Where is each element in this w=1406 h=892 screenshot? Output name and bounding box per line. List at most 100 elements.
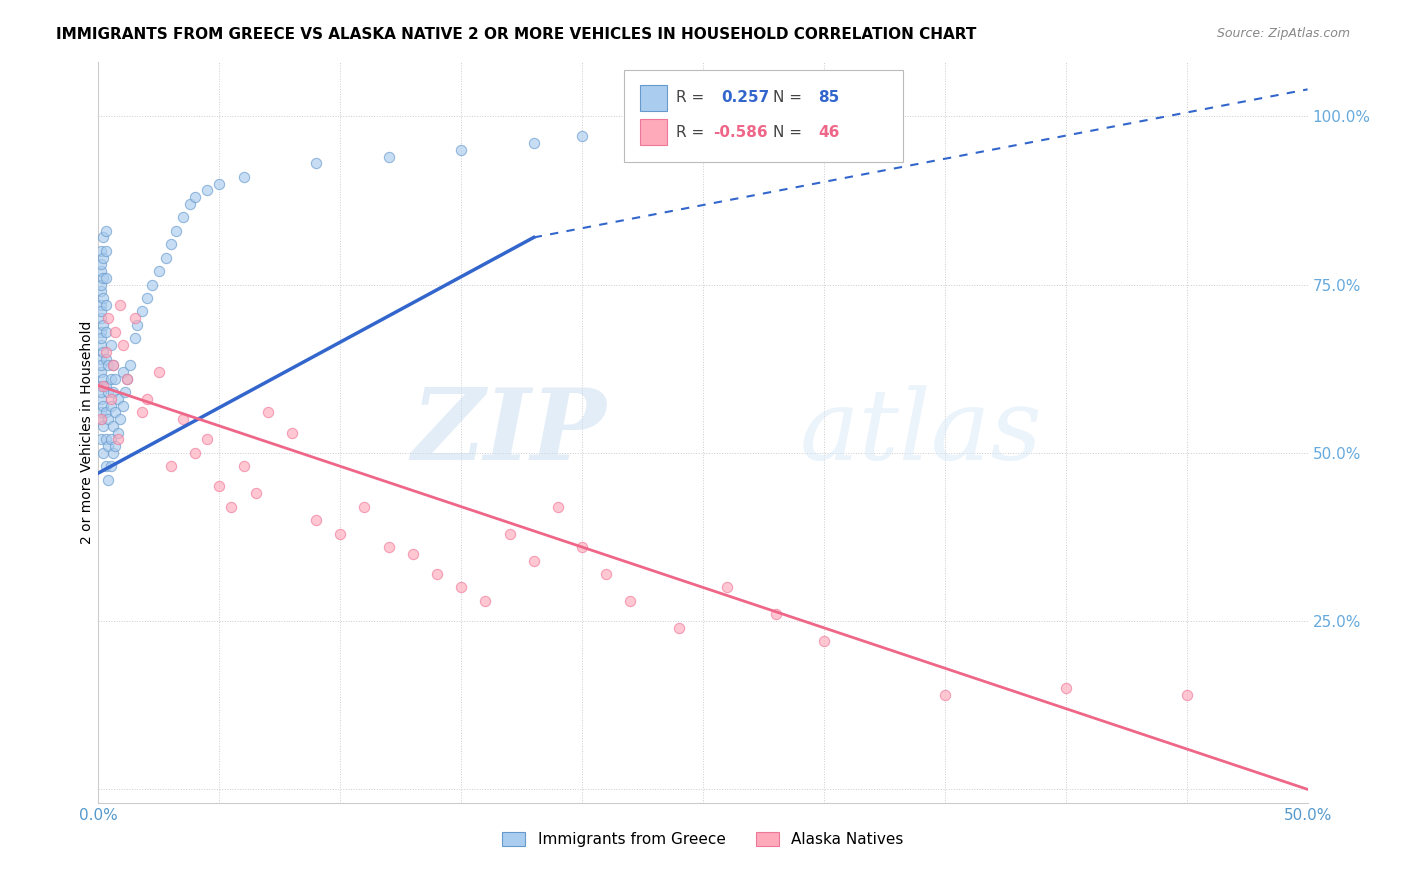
Point [94,325,117,339]
Legend: Immigrants from Greece, Alaska Natives: Immigrants from Greece, Alaska Natives [502,832,904,847]
Point [498,526,520,541]
Point [90,257,112,271]
Text: R =: R = [676,125,710,139]
Point [117,372,139,386]
Bar [640,120,666,145]
FancyBboxPatch shape [624,70,903,162]
Point [619,594,641,608]
Point [91,318,114,332]
Point [160,459,183,474]
Point [90,359,112,373]
Point [765,607,787,622]
Point [179,196,201,211]
Text: N =: N = [773,90,807,104]
Text: -0.586: -0.586 [713,125,768,139]
Point [117,372,139,386]
Point [94,351,117,366]
Point [523,553,546,567]
Point [474,594,496,608]
Point [232,169,254,184]
Point [118,359,141,373]
Point [114,385,136,400]
Point [97,311,120,326]
Point [90,412,112,426]
Point [208,177,231,191]
Point [100,459,122,474]
Point [97,412,120,426]
Point [195,433,218,447]
Point [91,251,114,265]
Point [90,412,112,426]
Point [104,439,127,453]
Point [402,547,425,561]
Point [305,513,328,527]
Point [155,251,177,265]
Text: atlas: atlas [800,385,1042,480]
Point [184,446,207,460]
Point [104,405,127,419]
Point [108,298,131,312]
Text: R =: R = [676,90,710,104]
Point [94,344,117,359]
Point [571,540,593,554]
Point [104,325,127,339]
Point [90,244,112,258]
Point [91,418,114,433]
Point [94,298,117,312]
Point [101,446,124,460]
Point [94,378,117,392]
Point [91,372,114,386]
Point [91,399,114,413]
Point [100,399,122,413]
Point [131,304,153,318]
Text: IMMIGRANTS FROM GREECE VS ALASKA NATIVE 2 OR MORE VEHICLES IN HOUSEHOLD CORRELAT: IMMIGRANTS FROM GREECE VS ALASKA NATIVE … [56,27,977,42]
Point [813,634,835,648]
Point [94,270,117,285]
Point [91,446,114,460]
Text: 46: 46 [818,125,839,139]
Point [108,412,131,426]
Text: ZIP: ZIP [412,384,606,481]
Point [426,566,449,581]
Point [91,378,114,392]
Point [101,385,124,400]
Point [107,425,129,440]
Point [90,405,112,419]
Point [172,211,194,225]
Point [91,270,114,285]
Point [571,129,593,144]
Point [172,412,194,426]
Point [90,433,112,447]
Point [305,156,328,170]
Point [97,439,120,453]
Point [450,143,472,157]
Point [184,190,207,204]
Point [90,392,112,406]
Point [245,486,267,500]
Point [90,264,112,278]
Point [90,298,112,312]
Point [107,433,129,447]
Point [111,399,134,413]
Point [100,338,122,352]
Point [90,365,112,379]
Point [523,136,546,151]
Point [127,318,149,332]
Point [90,304,112,318]
Point [100,392,122,406]
Point [256,405,278,419]
Point [90,311,112,326]
Point [97,385,120,400]
Point [377,150,399,164]
Text: Source: ZipAtlas.com: Source: ZipAtlas.com [1216,27,1350,40]
Point [94,433,117,447]
Point [101,418,124,433]
Point [165,224,187,238]
Point [450,581,472,595]
Bar [640,85,666,111]
Point [124,311,146,326]
Point [148,264,170,278]
Point [90,338,112,352]
Point [148,365,170,379]
Point [100,433,122,447]
